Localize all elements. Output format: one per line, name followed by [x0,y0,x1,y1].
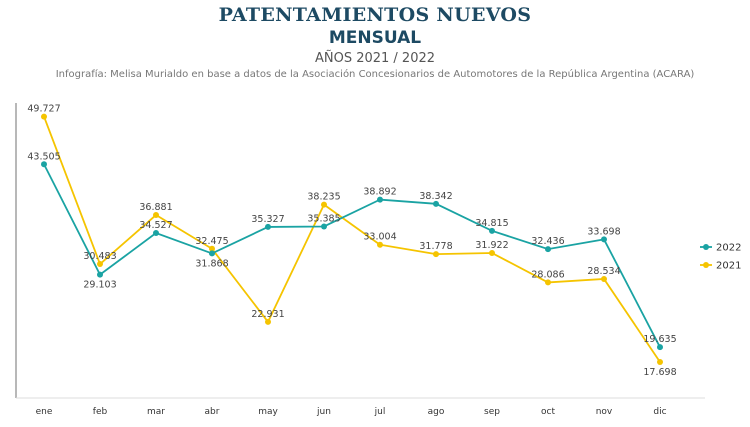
data-label-2022: 34.815 [475,218,508,229]
data-label-2022: 43.505 [27,151,60,162]
data-point-2021 [657,359,663,365]
x-tick-label: ene [36,407,53,417]
data-label-2021: 17.698 [643,367,676,378]
data-label-2021: 31.922 [475,240,508,251]
x-tick-label: abr [205,407,220,417]
data-label-2022: 31.868 [195,258,228,269]
data-label-2021: 31.778 [419,241,452,252]
data-label-2022: 38.892 [363,187,396,198]
data-label-2021: 32.475 [195,236,228,247]
data-label-2022: 32.436 [531,236,564,247]
data-point-2022 [209,250,215,256]
legend-marker-2022 [703,244,709,250]
x-tick-label: feb [93,407,108,417]
data-label-2022: 29.103 [83,280,116,291]
data-label-2021: 49.727 [27,104,60,115]
data-label-2022: 38.342 [419,191,452,202]
data-point-2022 [97,272,103,278]
data-label-2021: 28.534 [587,266,620,277]
legend-label-2021: 2021 [716,261,741,272]
x-tick-label: may [258,407,278,417]
x-tick-label: dic [653,407,666,417]
data-label-2022: 35.385 [307,213,340,224]
x-tick-label: nov [596,407,613,417]
series-line-2022 [44,164,660,347]
legend-label-2022: 2022 [716,243,741,254]
data-label-2021: 28.086 [531,269,564,280]
data-label-2022: 35.327 [251,214,284,225]
data-label-2022: 34.527 [139,220,172,231]
x-tick-label: jun [316,407,331,417]
data-label-2021: 38.235 [307,192,340,203]
legend-marker-2021 [703,262,709,268]
data-label-2021: 33.004 [363,232,396,243]
data-label-2022: 19.635 [643,334,676,345]
data-label-2022: 33.698 [587,226,620,237]
data-label-2021: 36.881 [139,202,172,213]
x-tick-label: jul [374,407,386,417]
x-tick-label: sep [484,407,500,417]
x-tick-label: mar [147,407,165,417]
series-line-2021 [44,117,660,362]
x-tick-label: oct [541,407,555,417]
data-label-2021: 30.483 [83,251,116,262]
x-tick-label: ago [428,407,445,417]
data-label-2021: 22.931 [251,309,284,320]
